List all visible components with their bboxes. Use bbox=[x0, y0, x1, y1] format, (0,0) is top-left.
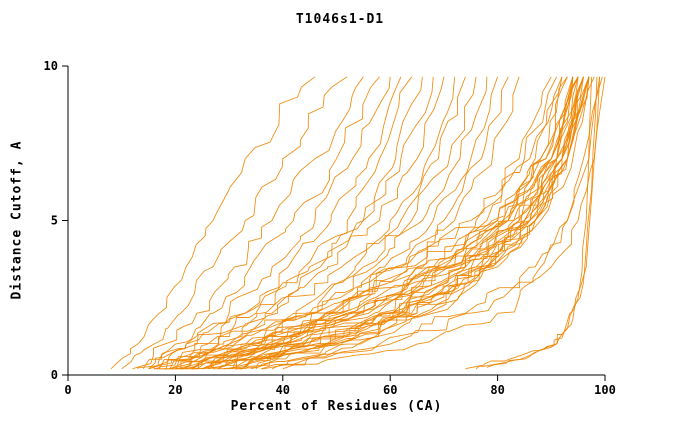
model-curve bbox=[244, 76, 590, 370]
model-curve bbox=[132, 76, 364, 370]
model-curve bbox=[137, 76, 434, 369]
model-curve bbox=[486, 76, 601, 368]
model-curve bbox=[185, 76, 579, 370]
model-curve bbox=[475, 76, 598, 370]
model-curve bbox=[271, 76, 601, 370]
model-curve bbox=[234, 76, 590, 370]
model-curve bbox=[164, 76, 563, 370]
model-curve bbox=[142, 76, 380, 370]
x-tick-label: 20 bbox=[168, 383, 182, 397]
x-axis-label: Percent of Residues (CA) bbox=[230, 399, 443, 414]
model-curve bbox=[175, 76, 574, 370]
model-curve bbox=[148, 76, 445, 370]
model-curve bbox=[282, 76, 606, 370]
model-curve bbox=[121, 76, 348, 370]
model-curve bbox=[153, 76, 558, 370]
x-tick-label: 40 bbox=[276, 383, 290, 397]
x-tick-label: 60 bbox=[383, 383, 397, 397]
model-curve bbox=[239, 76, 590, 370]
model-curve bbox=[148, 76, 391, 370]
x-tick-label: 100 bbox=[594, 383, 616, 397]
model-curve bbox=[218, 76, 584, 370]
model-curve bbox=[255, 76, 590, 370]
model-curve bbox=[153, 76, 402, 370]
model-curve bbox=[218, 76, 579, 370]
model-curve bbox=[261, 76, 595, 370]
model-curve bbox=[250, 76, 590, 370]
y-tick-label: 5 bbox=[51, 214, 58, 228]
y-tick-label: 10 bbox=[44, 59, 58, 73]
x-tick-label: 80 bbox=[490, 383, 504, 397]
model-curve bbox=[175, 76, 423, 370]
model-curve bbox=[207, 76, 584, 370]
model-curve bbox=[202, 76, 574, 370]
model-curve bbox=[148, 76, 552, 370]
model-curve bbox=[164, 76, 413, 370]
model-curve bbox=[234, 76, 584, 370]
model-curve bbox=[465, 76, 593, 370]
model-curve bbox=[158, 76, 456, 369]
model-curve bbox=[110, 76, 316, 370]
model-curve bbox=[159, 76, 563, 370]
model-curves bbox=[110, 76, 606, 370]
x-tick-label: 0 bbox=[64, 383, 71, 397]
model-curve bbox=[261, 76, 603, 370]
model-curve bbox=[212, 76, 509, 369]
model-curve bbox=[244, 76, 590, 370]
chart-title: T1046s1-D1 bbox=[295, 12, 385, 27]
y-tick-label: 0 bbox=[51, 368, 58, 382]
